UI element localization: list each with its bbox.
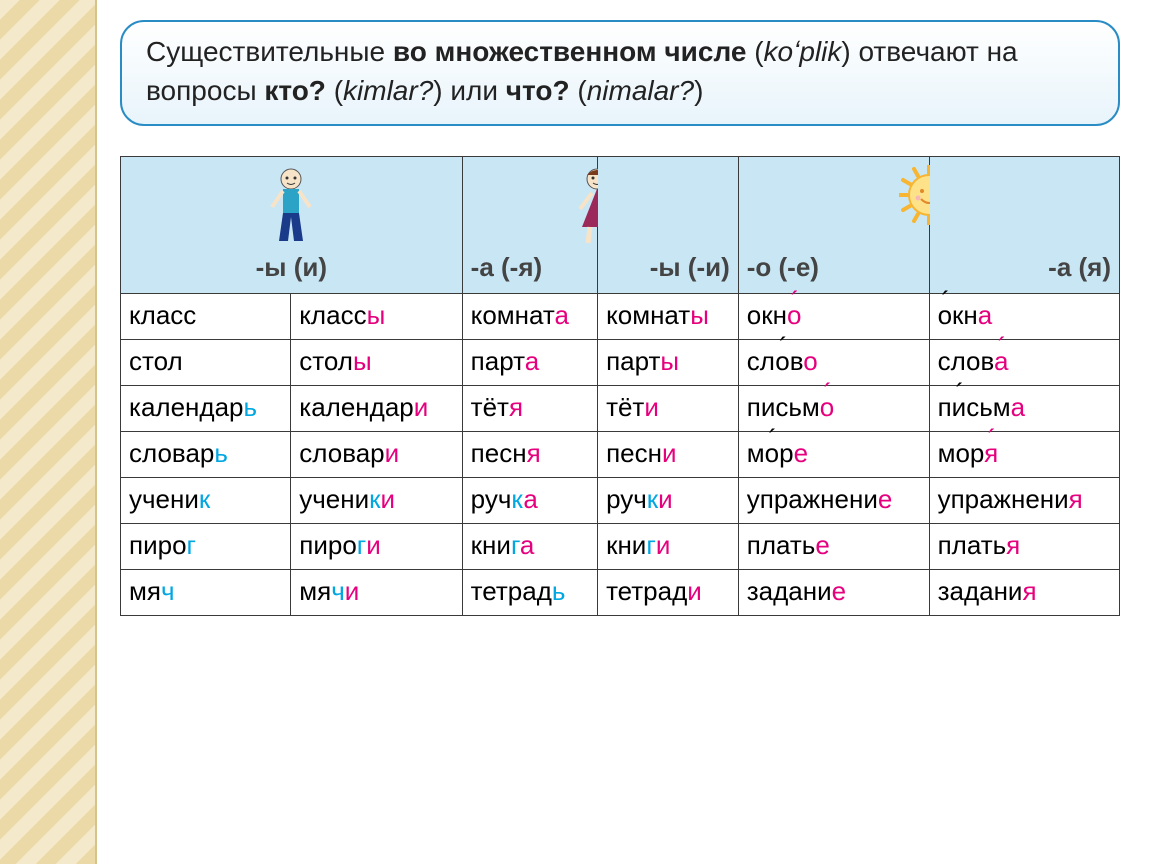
table-cell: ученик [121,478,291,524]
header-cell: -а (я) [929,157,1119,294]
header-label: -ы (и) [129,252,454,283]
table-cell: задание [738,570,929,616]
header-cell: -о (-е) [738,157,929,294]
table-cell: пироги [291,524,462,570]
header-label: -а (я) [938,252,1111,283]
table-cell: календарь [121,386,291,432]
table-cell: класс [121,294,291,340]
header-cell: -а (-я) [462,157,597,294]
table-row: календарькалендаритётятётиписьмописьма [121,386,1120,432]
table-cell: стол [121,340,291,386]
table-cell: упражнения [929,478,1119,524]
grammar-rule-box: Существительные во множественном числе (… [120,20,1120,126]
table-cell: парта [462,340,597,386]
table-cell: комната [462,294,597,340]
table-cell: письмо [738,386,929,432]
header-label: -о (-е) [747,252,921,283]
table-cell: окна [929,294,1119,340]
table-cell: столы [291,340,462,386]
table-cell: парты [598,340,739,386]
table-cell: словарь [121,432,291,478]
table-row: столстолыпартапартысловослова [121,340,1120,386]
rule-text: Существительные во множественном числе (… [146,36,1018,106]
table-cell: моря [929,432,1119,478]
table-cell: песня [462,432,597,478]
table-cell: задания [929,570,1119,616]
table-row: ученикученикиручкаручкиупражнениеупражне… [121,478,1120,524]
boy-icon [266,165,316,252]
table-cell: слово [738,340,929,386]
table-cell: классы [291,294,462,340]
table-cell: книга [462,524,597,570]
header-cell: -ы (и) [121,157,463,294]
table-cell: письма [929,386,1119,432]
table-cell: платья [929,524,1119,570]
table-header: -ы (и) -а (-я) -ы (-и) -о (-е) -а (я) [121,157,1120,294]
table-row: пирогпирогикнигакнигиплатьеплатья [121,524,1120,570]
table-cell: тетрадь [462,570,597,616]
table-cell: календари [291,386,462,432]
table-cell: песни [598,432,739,478]
table-row: классклассыкомнатакомнатыокноокна [121,294,1120,340]
table-cell: ученики [291,478,462,524]
table-cell: словари [291,432,462,478]
header-cell: -ы (-и) [598,157,739,294]
header-label: -ы (-и) [606,252,730,283]
plural-table: -ы (и)-а (-я)-ы (-и)-о (-е)-а (я) класск… [120,156,1120,616]
header-label: -а (-я) [471,252,589,283]
table-cell: ручка [462,478,597,524]
table-row: мячмячитетрадьтетрадизаданиезадания [121,570,1120,616]
table-cell: тётя [462,386,597,432]
table-cell: ручки [598,478,739,524]
table-cell: пирог [121,524,291,570]
table-cell: окно [738,294,929,340]
table-cell: тёти [598,386,739,432]
slide-decoration [0,0,97,864]
table-row: словарьсловарипесняпеснимореморя [121,432,1120,478]
table-cell: упражнение [738,478,929,524]
table-cell: тетради [598,570,739,616]
table-cell: комнаты [598,294,739,340]
table-cell: море [738,432,929,478]
table-cell: книги [598,524,739,570]
table-cell: мячи [291,570,462,616]
slide-content: Существительные во множественном числе (… [120,20,1120,616]
table-cell: мяч [121,570,291,616]
table-cell: платье [738,524,929,570]
table-body: классклассыкомнатакомнатыокноокнастолсто… [121,294,1120,616]
